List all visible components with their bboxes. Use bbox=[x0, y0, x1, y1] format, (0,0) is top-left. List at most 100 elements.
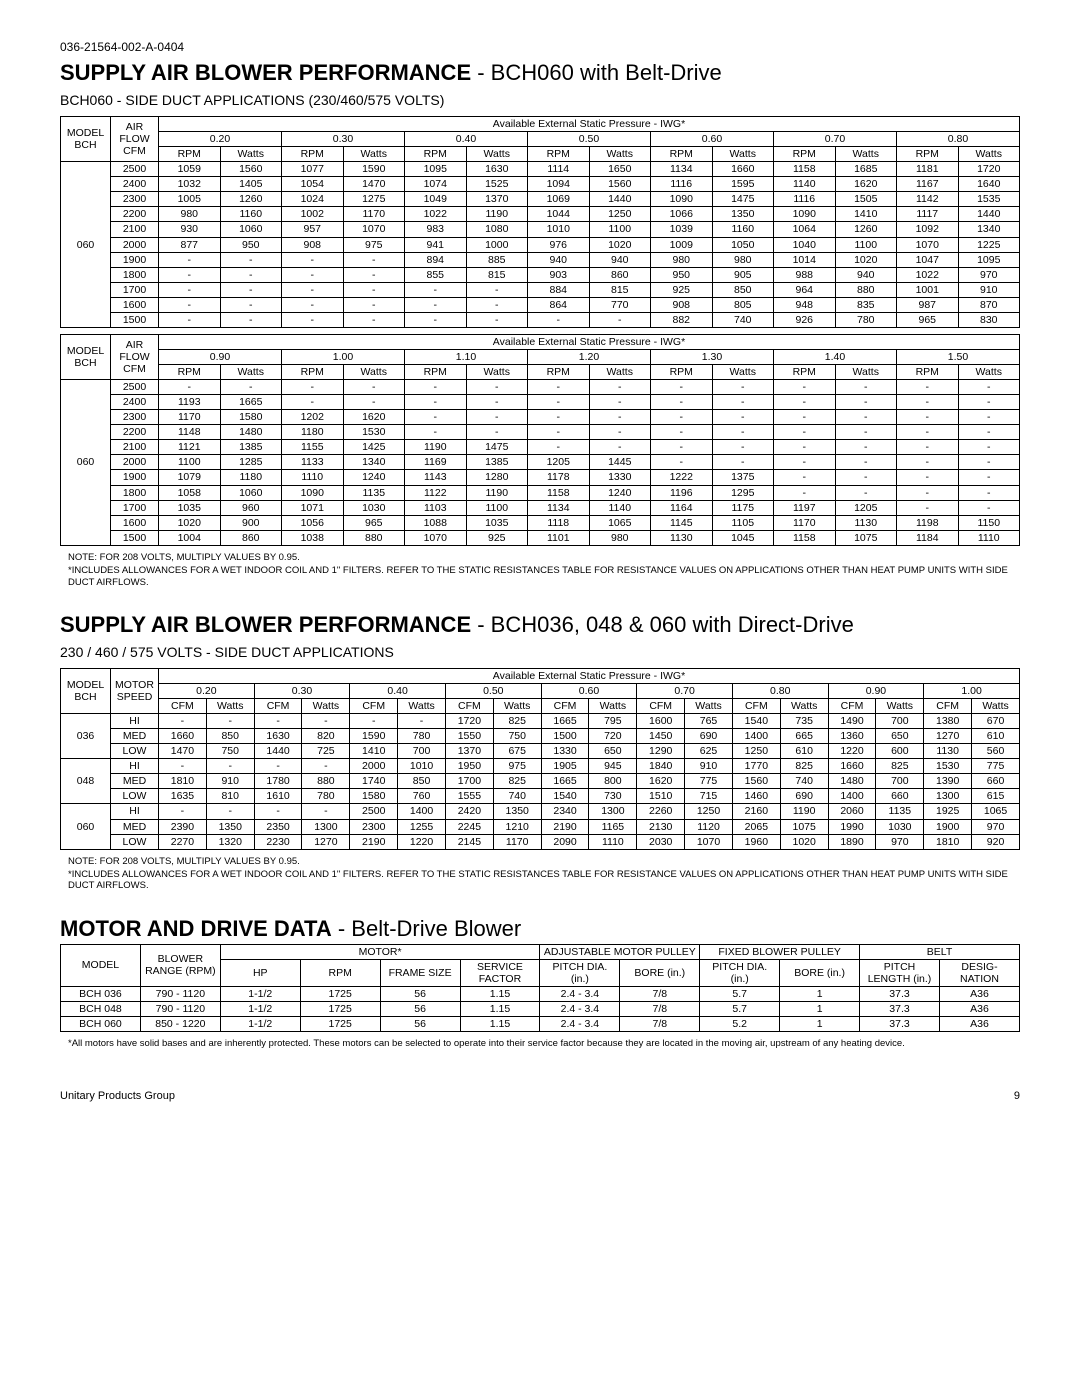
cell: - bbox=[897, 395, 959, 410]
cell: 1360 bbox=[828, 729, 876, 744]
cell: 2160 bbox=[732, 804, 780, 819]
cell: HI bbox=[111, 714, 159, 729]
cell: - bbox=[651, 455, 713, 470]
cell: 1330 bbox=[541, 744, 589, 759]
cell: 940 bbox=[835, 267, 897, 282]
cell: 2300 bbox=[111, 192, 159, 207]
cell: - bbox=[835, 425, 897, 440]
cell: - bbox=[774, 440, 836, 455]
cell: 1650 bbox=[589, 162, 651, 177]
cell: 1425 bbox=[343, 440, 405, 455]
cell: 925 bbox=[466, 530, 528, 545]
cell: BCH 060 bbox=[61, 1017, 141, 1032]
cell: - bbox=[282, 267, 344, 282]
cell: - bbox=[398, 714, 446, 729]
header-cell: Watts bbox=[589, 147, 651, 162]
cell: 1505 bbox=[835, 192, 897, 207]
cell: 1155 bbox=[282, 440, 344, 455]
cell: - bbox=[712, 410, 774, 425]
cell: 2100 bbox=[111, 222, 159, 237]
cell: - bbox=[282, 252, 344, 267]
note-star-2: *INCLUDES ALLOWANCES FOR A WET INDOOR CO… bbox=[68, 869, 1020, 892]
cell: 1071 bbox=[282, 500, 344, 515]
cell: 1540 bbox=[541, 789, 589, 804]
cell: 2200 bbox=[111, 207, 159, 222]
cell: 2190 bbox=[541, 819, 589, 834]
header-cell: CFM bbox=[541, 699, 589, 714]
header-cell: 1.10 bbox=[405, 349, 528, 364]
cell: 1140 bbox=[589, 500, 651, 515]
cell: - bbox=[528, 440, 590, 455]
cell: 1890 bbox=[828, 834, 876, 849]
cell: 1285 bbox=[220, 455, 282, 470]
cell: - bbox=[220, 297, 282, 312]
cell: 2245 bbox=[445, 819, 493, 834]
cell: 1240 bbox=[343, 470, 405, 485]
cell: 2300 bbox=[111, 410, 159, 425]
cell: 650 bbox=[589, 744, 637, 759]
cell: - bbox=[343, 252, 405, 267]
cell: 1475 bbox=[466, 440, 528, 455]
header-cell: RPM bbox=[897, 365, 959, 380]
cell: 926 bbox=[774, 312, 836, 327]
cell: - bbox=[466, 395, 528, 410]
cell: 830 bbox=[958, 312, 1020, 327]
cell: 1060 bbox=[220, 485, 282, 500]
cell: 1405 bbox=[220, 177, 282, 192]
cell: - bbox=[958, 500, 1020, 515]
cell: 1550 bbox=[445, 729, 493, 744]
cell: 1540 bbox=[732, 714, 780, 729]
cell: 976 bbox=[528, 237, 590, 252]
cell: 2190 bbox=[350, 834, 398, 849]
cell: 1070 bbox=[405, 530, 467, 545]
cell: 1555 bbox=[445, 789, 493, 804]
cell: 1410 bbox=[835, 207, 897, 222]
model-cell: 048 bbox=[61, 759, 111, 804]
cell: 1640 bbox=[958, 177, 1020, 192]
section1-title: SUPPLY AIR BLOWER PERFORMANCE - BCH060 w… bbox=[60, 60, 1020, 86]
header-cell: BLOWER RANGE (RPM) bbox=[140, 944, 220, 986]
cell: 1700 bbox=[111, 282, 159, 297]
cell: 960 bbox=[220, 500, 282, 515]
cell: - bbox=[774, 410, 836, 425]
header-cell: MODEL BCH bbox=[61, 668, 111, 713]
cell: 1580 bbox=[350, 789, 398, 804]
cell: 665 bbox=[780, 729, 828, 744]
cell: LOW bbox=[111, 789, 159, 804]
cell: 2.4 - 3.4 bbox=[540, 1017, 620, 1032]
cell: 725 bbox=[302, 744, 350, 759]
cell: 1090 bbox=[774, 207, 836, 222]
header-cell: MODEL BCH bbox=[61, 334, 111, 379]
cell: - bbox=[405, 410, 467, 425]
cell: 1070 bbox=[685, 834, 733, 849]
cell: - bbox=[405, 395, 467, 410]
cell: 1020 bbox=[835, 252, 897, 267]
cell: 1720 bbox=[445, 714, 493, 729]
cell: 980 bbox=[159, 207, 221, 222]
cell: 1390 bbox=[924, 774, 972, 789]
header-cell: Watts bbox=[302, 699, 350, 714]
cell: 1530 bbox=[924, 759, 972, 774]
cell: 825 bbox=[780, 759, 828, 774]
cell: 600 bbox=[876, 744, 924, 759]
cell: 1058 bbox=[159, 485, 221, 500]
cell: - bbox=[589, 410, 651, 425]
header-cell: RPM bbox=[528, 147, 590, 162]
cell: 1009 bbox=[651, 237, 713, 252]
cell: 850 bbox=[398, 774, 446, 789]
cell: 940 bbox=[589, 252, 651, 267]
cell: 1660 bbox=[159, 729, 207, 744]
cell: 1350 bbox=[206, 819, 254, 834]
cell: 910 bbox=[206, 774, 254, 789]
cell: 987 bbox=[897, 297, 959, 312]
cell: 1180 bbox=[282, 425, 344, 440]
header-cell: RPM bbox=[159, 147, 221, 162]
header-cell: Watts bbox=[712, 147, 774, 162]
cell: 1665 bbox=[220, 395, 282, 410]
cell: 850 bbox=[712, 282, 774, 297]
cell: 880 bbox=[835, 282, 897, 297]
cell: - bbox=[343, 395, 405, 410]
cell: 1014 bbox=[774, 252, 836, 267]
header-cell: RPM bbox=[282, 147, 344, 162]
cell: - bbox=[282, 380, 344, 395]
